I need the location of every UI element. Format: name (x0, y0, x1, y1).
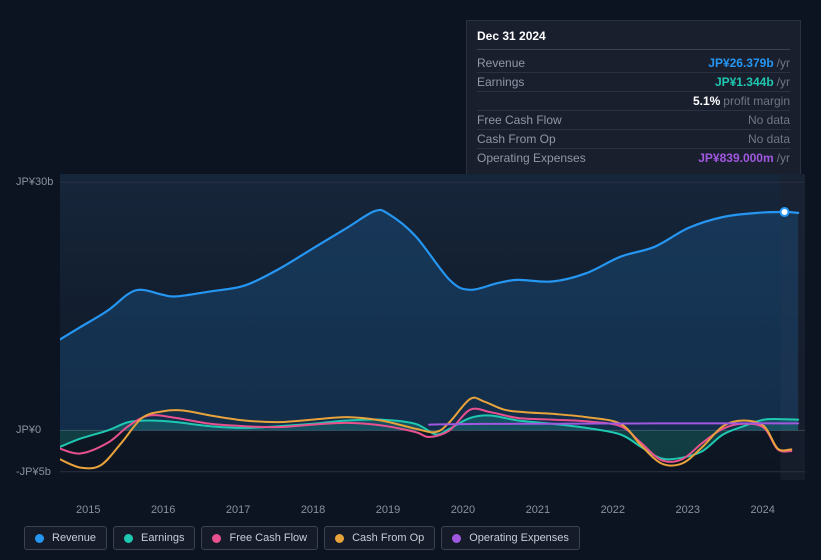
tooltip-row-label: Earnings (477, 75, 524, 89)
tooltip-row-value: No data (748, 113, 790, 127)
x-axis-tick: 2017 (226, 504, 250, 516)
legend-dot (212, 534, 221, 543)
tooltip-date: Dec 31 2024 (477, 29, 790, 50)
legend-label: Cash From Op (352, 532, 424, 544)
x-axis-tick: 2019 (376, 504, 400, 516)
x-axis-tick: 2020 (451, 504, 475, 516)
tooltip-row: Free Cash Flow No data (477, 111, 790, 130)
tooltip-row-value: 5.1%profit margin (693, 94, 790, 108)
x-axis-tick: 2016 (151, 504, 175, 516)
legend-dot (35, 534, 44, 543)
x-axis-tick: 2015 (76, 504, 100, 516)
x-axis-tick: 2023 (676, 504, 700, 516)
legend-item-cash-from-op[interactable]: Cash From Op (324, 526, 435, 550)
tooltip-row: 5.1%profit margin (477, 92, 790, 111)
tooltip-row-label: Cash From Op (477, 132, 556, 146)
tooltip-row-label: Free Cash Flow (477, 113, 562, 127)
legend-item-operating-expenses[interactable]: Operating Expenses (441, 526, 580, 550)
legend-dot (452, 534, 461, 543)
chart-area: JP¥30bJP¥0-JP¥5b 20152016201720182019202… (16, 160, 805, 498)
legend-dot (335, 534, 344, 543)
tooltip-row-value: No data (748, 132, 790, 146)
tooltip-row-label: Revenue (477, 56, 525, 70)
tooltip-row: Earnings JP¥1.344b/yr (477, 73, 790, 92)
legend-dot (124, 534, 133, 543)
legend-item-free-cash-flow[interactable]: Free Cash Flow (201, 526, 318, 550)
legend-item-revenue[interactable]: Revenue (24, 526, 107, 550)
chart-tooltip: Dec 31 2024 Revenue JP¥26.379b/yr Earnings… (466, 20, 801, 176)
legend-item-earnings[interactable]: Earnings (113, 526, 195, 550)
legend-label: Operating Expenses (469, 532, 569, 544)
legend-label: Free Cash Flow (229, 532, 307, 544)
tooltip-row-value: JP¥26.379b/yr (708, 56, 790, 70)
legend: Revenue Earnings Free Cash Flow Cash From O… (24, 526, 580, 550)
x-axis-tick: 2021 (526, 504, 550, 516)
y-axis-tick: JP¥30b (16, 176, 56, 188)
legend-label: Earnings (141, 532, 184, 544)
tooltip-row: Revenue JP¥26.379b/yr (477, 54, 790, 73)
x-axis-tick: 2022 (601, 504, 625, 516)
x-axis-labels: 2015 2016 2017 2018 2019 2020 2021 2022 2023 2024 (16, 504, 805, 516)
x-axis-tick: 2018 (301, 504, 325, 516)
y-axis-tick: JP¥0 (16, 424, 56, 436)
tooltip-row-value: JP¥1.344b/yr (715, 75, 790, 89)
x-axis-tick: 2024 (750, 504, 774, 516)
chart-plot[interactable] (60, 174, 805, 480)
y-axis-tick: -JP¥5b (16, 466, 56, 478)
legend-label: Revenue (52, 532, 96, 544)
tooltip-row: Cash From Op No data (477, 130, 790, 149)
